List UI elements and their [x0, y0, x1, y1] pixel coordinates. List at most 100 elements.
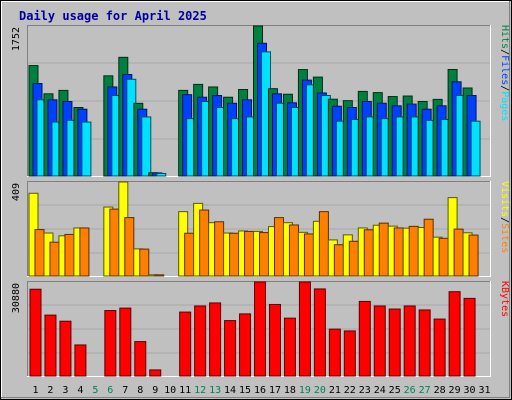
kbytes-bar-kbytes-18: [283, 317, 296, 377]
visitors-bar-sites-13: [214, 221, 225, 277]
visitors-ymax-label: 409: [11, 183, 22, 201]
legend-entry-hits: Hits: [499, 25, 510, 49]
traffic-legend: Hits/Files/Pages: [499, 25, 510, 121]
x-tick-label-9: 9: [152, 385, 158, 396]
x-tick-label-26: 26: [404, 385, 416, 396]
visitors-bar-sites-14: [229, 232, 240, 277]
x-tick-label-31: 31: [478, 385, 490, 396]
kbytes-bar-kbytes-20: [313, 288, 326, 377]
x-tick-label-30: 30: [464, 385, 476, 396]
kbytes-bar-kbytes-21: [328, 328, 341, 377]
visitors-legend: Visits/Sites: [499, 181, 510, 253]
kbytes-bar-kbytes-26: [403, 305, 416, 377]
visitors-bar-sites-1: [34, 229, 45, 277]
kbytes-bar-kbytes-6: [104, 310, 117, 377]
kbytes-bar-kbytes-2: [44, 314, 57, 377]
x-tick-label-22: 22: [344, 385, 356, 396]
kbytes-bar-kbytes-25: [388, 308, 401, 377]
visitors-bar-sites-23: [363, 229, 374, 277]
legend-entry-pages: Pages: [499, 91, 510, 121]
traffic-ymax-label: 1752: [11, 27, 22, 51]
kbytes-bar-kbytes-7: [119, 307, 132, 377]
legend-entry-visits: Visits: [499, 181, 510, 217]
kbytes-bar-kbytes-16: [254, 281, 267, 377]
visitors-bar-sites-8: [139, 248, 150, 277]
x-tick-label-28: 28: [434, 385, 446, 396]
kbytes-bar-kbytes-28: [433, 318, 446, 377]
visitors-bar-sites-6: [109, 208, 120, 277]
x-tick-label-21: 21: [329, 385, 341, 396]
visitors-bar-sites-11: [184, 232, 195, 277]
legend-separator: /: [499, 217, 510, 223]
x-tick-label-20: 20: [314, 385, 326, 396]
legend-entry-sites: Sites: [499, 223, 510, 253]
x-tick-label-14: 14: [224, 385, 236, 396]
traffic-bar-pages-4: [81, 121, 92, 177]
legend-entry-files: Files: [499, 55, 510, 85]
visitors-bar-sites-30: [468, 234, 479, 277]
x-tick-label-1: 1: [32, 385, 38, 396]
visitors-bar-sites-15: [244, 230, 255, 277]
x-tick-label-15: 15: [239, 385, 251, 396]
kbytes-bar-kbytes-30: [463, 297, 476, 377]
x-tick-label-8: 8: [137, 385, 143, 396]
kbytes-bar-kbytes-1: [29, 288, 42, 377]
visitors-bar-sites-27: [423, 218, 434, 277]
x-tick-label-7: 7: [122, 385, 128, 396]
x-tick-label-18: 18: [284, 385, 296, 396]
x-tick-label-3: 3: [62, 385, 68, 396]
x-tick-label-10: 10: [164, 385, 176, 396]
chart-title: Daily usage for April 2025: [19, 9, 207, 23]
x-tick-label-4: 4: [77, 385, 83, 396]
x-tick-label-2: 2: [47, 385, 53, 396]
x-tick-label-19: 19: [299, 385, 311, 396]
visitors-bar-sites-7: [124, 217, 135, 277]
visitors-bar-sites-17: [273, 217, 284, 277]
x-tick-label-24: 24: [374, 385, 386, 396]
visitors-bar-sites-21: [333, 244, 344, 277]
kbytes-bar-kbytes-29: [448, 291, 461, 377]
visitors-bar-sites-4: [79, 227, 90, 277]
kbytes-bar-kbytes-17: [268, 303, 281, 377]
legend-entry-kbytes: KBytes: [499, 281, 510, 317]
visitors-bar-sites-20: [318, 211, 329, 277]
legend-separator: /: [499, 49, 510, 55]
x-tick-label-25: 25: [389, 385, 401, 396]
kbytes-bar-kbytes-12: [194, 305, 207, 377]
legend-separator: /: [499, 85, 510, 91]
kbytes-bar-kbytes-23: [358, 300, 371, 377]
x-tick-label-27: 27: [419, 385, 431, 396]
kbytes-bar-kbytes-11: [179, 311, 192, 377]
kbytes-bar-kbytes-15: [239, 313, 252, 377]
x-tick-label-17: 17: [269, 385, 281, 396]
visitors-bar-sites-19: [303, 233, 314, 277]
kbytes-bar-kbytes-19: [298, 281, 311, 377]
x-tick-label-5: 5: [92, 385, 98, 396]
traffic-bar-pages-30: [470, 120, 481, 177]
visitors-bar-sites-26: [408, 225, 419, 277]
visitors-bar-sites-12: [199, 209, 210, 277]
kbytes-bar-kbytes-13: [209, 302, 222, 377]
kbytes-bar-kbytes-24: [373, 305, 386, 377]
kbytes-bar-kbytes-4: [74, 344, 87, 377]
x-tick-label-12: 12: [194, 385, 206, 396]
visitors-bar-sites-18: [288, 224, 299, 277]
x-tick-label-16: 16: [254, 385, 266, 396]
visitors-bar-sites-2: [49, 241, 60, 277]
kbytes-bar-kbytes-9: [149, 369, 162, 377]
kbytes-bar-kbytes-3: [59, 320, 72, 377]
x-tick-label-23: 23: [359, 385, 371, 396]
visitors-bar-sites-25: [393, 227, 404, 277]
traffic-bar-pages-9: [156, 172, 167, 177]
visitors-bar-sites-9: [154, 274, 165, 277]
visitors-bar-sites-28: [438, 237, 449, 277]
visitors-bar-sites-22: [348, 240, 359, 277]
kbytes-legend: KBytes: [499, 281, 510, 317]
x-tick-label-29: 29: [449, 385, 461, 396]
x-tick-label-13: 13: [209, 385, 221, 396]
kbytes-bar-kbytes-22: [343, 330, 356, 377]
x-tick-label-6: 6: [107, 385, 113, 396]
kbytes-bar-kbytes-8: [134, 341, 147, 377]
